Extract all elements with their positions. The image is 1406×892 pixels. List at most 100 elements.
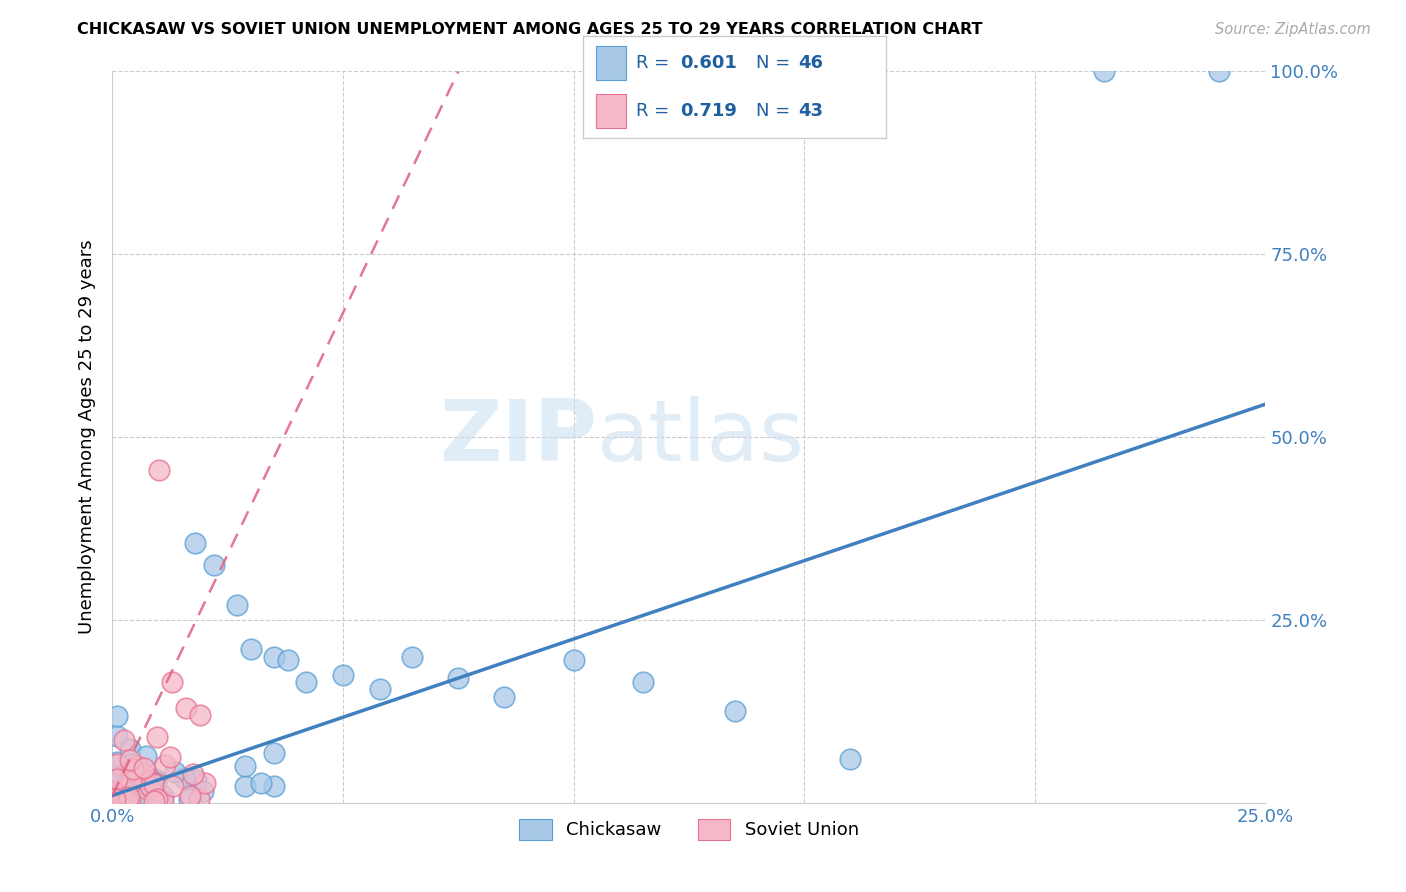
Point <box>105 784 128 798</box>
Point <box>115 775 138 789</box>
Point <box>173 771 195 785</box>
Text: ZIP: ZIP <box>439 395 596 479</box>
Point <box>122 761 145 775</box>
Point <box>631 675 654 690</box>
Point <box>118 794 141 808</box>
Point <box>145 791 167 805</box>
Point <box>152 789 174 803</box>
Point <box>146 730 169 744</box>
Text: atlas: atlas <box>596 395 804 479</box>
Point <box>1208 64 1230 78</box>
Point <box>184 536 207 550</box>
Point <box>494 690 516 704</box>
Legend: Chickasaw, Soviet Union: Chickasaw, Soviet Union <box>510 810 868 848</box>
Point <box>120 756 142 771</box>
Point <box>202 558 225 573</box>
Point <box>111 790 134 805</box>
Text: N =: N = <box>756 54 796 72</box>
Point <box>114 773 136 788</box>
Point <box>145 775 167 789</box>
Text: R =: R = <box>637 54 675 72</box>
Point <box>368 682 391 697</box>
Point <box>839 752 862 766</box>
Point <box>188 708 211 723</box>
Point <box>127 759 149 773</box>
Point <box>263 649 285 664</box>
Point <box>249 776 271 790</box>
Point <box>186 772 208 787</box>
Point <box>162 779 184 793</box>
Point <box>148 463 170 477</box>
Point <box>277 653 299 667</box>
Text: N =: N = <box>756 102 796 120</box>
Point <box>104 791 127 805</box>
Point <box>139 782 162 797</box>
Y-axis label: Unemployment Among Ages 25 to 29 years: Unemployment Among Ages 25 to 29 years <box>77 240 96 634</box>
Point <box>105 756 128 770</box>
Text: R =: R = <box>637 102 675 120</box>
Text: Source: ZipAtlas.com: Source: ZipAtlas.com <box>1215 22 1371 37</box>
Point <box>194 775 217 789</box>
Bar <box>596 95 626 128</box>
Point <box>107 772 129 787</box>
Point <box>104 794 127 808</box>
Point <box>120 775 142 789</box>
Point <box>332 667 354 681</box>
Point <box>105 729 128 743</box>
Point <box>105 709 128 723</box>
Point <box>118 753 141 767</box>
Point <box>134 768 156 782</box>
Point <box>105 780 128 794</box>
Point <box>108 783 131 797</box>
Point <box>187 792 209 806</box>
Point <box>263 779 285 793</box>
Point <box>135 749 157 764</box>
Point <box>143 794 166 808</box>
Point <box>239 642 262 657</box>
Point <box>134 772 156 787</box>
Point <box>139 779 162 793</box>
Point <box>174 700 197 714</box>
Point <box>105 757 128 772</box>
Point <box>233 759 256 773</box>
Point <box>1092 64 1115 78</box>
Point <box>142 776 165 790</box>
Point <box>111 782 134 797</box>
Point <box>152 794 174 808</box>
Point <box>226 599 249 613</box>
Point <box>111 786 134 800</box>
Point <box>401 649 423 664</box>
Point <box>120 764 142 779</box>
Point <box>153 758 176 772</box>
Point <box>112 733 135 747</box>
Point <box>179 792 201 806</box>
Point <box>447 672 470 686</box>
Point <box>118 742 141 756</box>
Point <box>112 793 135 807</box>
Text: 0.719: 0.719 <box>681 102 737 120</box>
Point <box>181 767 204 781</box>
Point <box>295 675 318 690</box>
Point <box>122 763 145 777</box>
Bar <box>596 45 626 79</box>
Point <box>104 789 127 803</box>
Text: 0.601: 0.601 <box>681 54 737 72</box>
Point <box>165 764 187 779</box>
Text: 43: 43 <box>799 102 823 120</box>
Point <box>562 653 585 667</box>
Point <box>179 789 201 803</box>
Point <box>128 773 150 788</box>
Point <box>191 784 214 798</box>
Point <box>110 769 132 783</box>
Point <box>118 790 141 805</box>
Point <box>139 779 162 793</box>
Point <box>117 793 139 807</box>
Point <box>142 777 165 791</box>
Point <box>162 675 184 690</box>
Point <box>135 781 157 796</box>
Point <box>724 705 747 719</box>
Text: 46: 46 <box>799 54 823 72</box>
Point <box>235 779 257 793</box>
Point <box>143 772 166 786</box>
Point <box>263 747 285 761</box>
